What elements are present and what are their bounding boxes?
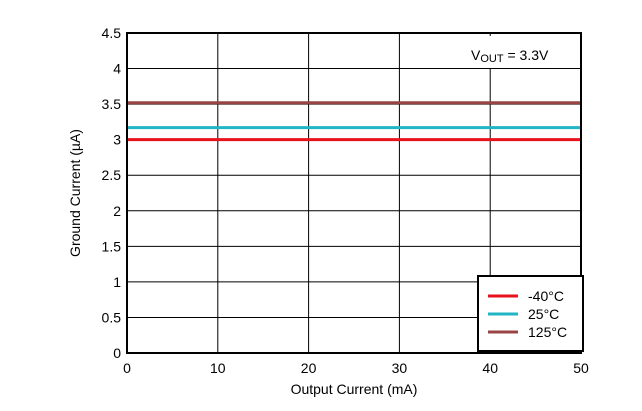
y-tick-label: 4 [113, 61, 121, 77]
x-tick-labels: 0 10 20 30 40 50 [123, 360, 589, 376]
y-tick-label: 4.5 [102, 25, 122, 41]
y-tick-label: 1.5 [102, 238, 122, 254]
x-tick-label: 0 [123, 360, 131, 376]
legend-label: 125°C [528, 324, 567, 340]
annotation-box [463, 36, 578, 68]
series-lines [127, 101, 581, 142]
y-tick-label: 0 [113, 345, 121, 361]
y-tick-label: 3.5 [102, 96, 122, 112]
x-tick-label: 10 [210, 360, 226, 376]
legend-label: -40°C [528, 288, 564, 304]
legend-label: 25°C [528, 306, 559, 322]
y-tick-label: 2.5 [102, 167, 122, 183]
y-tick-label: 0.5 [102, 309, 122, 325]
x-tick-label: 40 [482, 360, 498, 376]
x-tick-label: 30 [392, 360, 408, 376]
y-tick-label: 1 [113, 274, 121, 290]
y-tick-labels: 0 0.5 1 1.5 2 2.5 3 3.5 4 4.5 [102, 25, 122, 361]
x-tick-label: 50 [573, 360, 589, 376]
legend: -40°C 25°C 125°C [477, 275, 584, 352]
y-axis-label: Ground Current (µA) [67, 129, 83, 257]
x-tick-label: 20 [301, 360, 317, 376]
y-tick-label: 3 [113, 132, 121, 148]
vout-annotation: VOUT = 3.3V [471, 47, 549, 65]
plot-frame [126, 32, 582, 354]
y-tick-label: 2 [113, 203, 121, 219]
x-axis-label: Output Current (mA) [291, 381, 418, 397]
